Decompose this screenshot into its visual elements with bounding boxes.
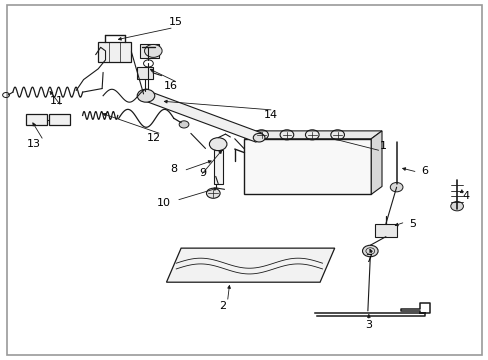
Text: 10: 10: [157, 198, 171, 208]
Bar: [98, 42, 131, 62]
Text: 14: 14: [264, 111, 278, 121]
Text: 5: 5: [408, 219, 415, 229]
Text: 16: 16: [163, 81, 177, 91]
Bar: [374, 224, 396, 237]
Text: 8: 8: [170, 164, 177, 174]
Circle shape: [362, 245, 377, 257]
Bar: [213, 149, 222, 184]
Polygon shape: [166, 248, 334, 282]
Bar: [26, 114, 46, 126]
Circle shape: [389, 183, 402, 192]
Text: 9: 9: [199, 168, 206, 178]
Text: 12: 12: [147, 133, 161, 143]
Circle shape: [144, 44, 162, 57]
Text: 2: 2: [219, 301, 225, 311]
Bar: [137, 67, 153, 78]
Bar: [244, 139, 370, 194]
Polygon shape: [370, 131, 381, 194]
Text: 13: 13: [27, 139, 41, 149]
Bar: [140, 44, 159, 58]
Circle shape: [179, 121, 188, 128]
Text: 15: 15: [169, 17, 183, 27]
Circle shape: [450, 202, 463, 211]
Text: 7: 7: [365, 254, 372, 264]
Text: 6: 6: [421, 166, 427, 176]
Polygon shape: [244, 131, 381, 139]
Circle shape: [137, 89, 155, 102]
Bar: [49, 114, 70, 126]
Circle shape: [253, 134, 264, 142]
Text: 1: 1: [379, 141, 386, 151]
Circle shape: [206, 188, 220, 198]
Text: 4: 4: [462, 191, 469, 201]
Circle shape: [209, 138, 226, 150]
Text: 3: 3: [365, 320, 371, 330]
Polygon shape: [142, 91, 262, 142]
Text: 11: 11: [50, 96, 63, 106]
